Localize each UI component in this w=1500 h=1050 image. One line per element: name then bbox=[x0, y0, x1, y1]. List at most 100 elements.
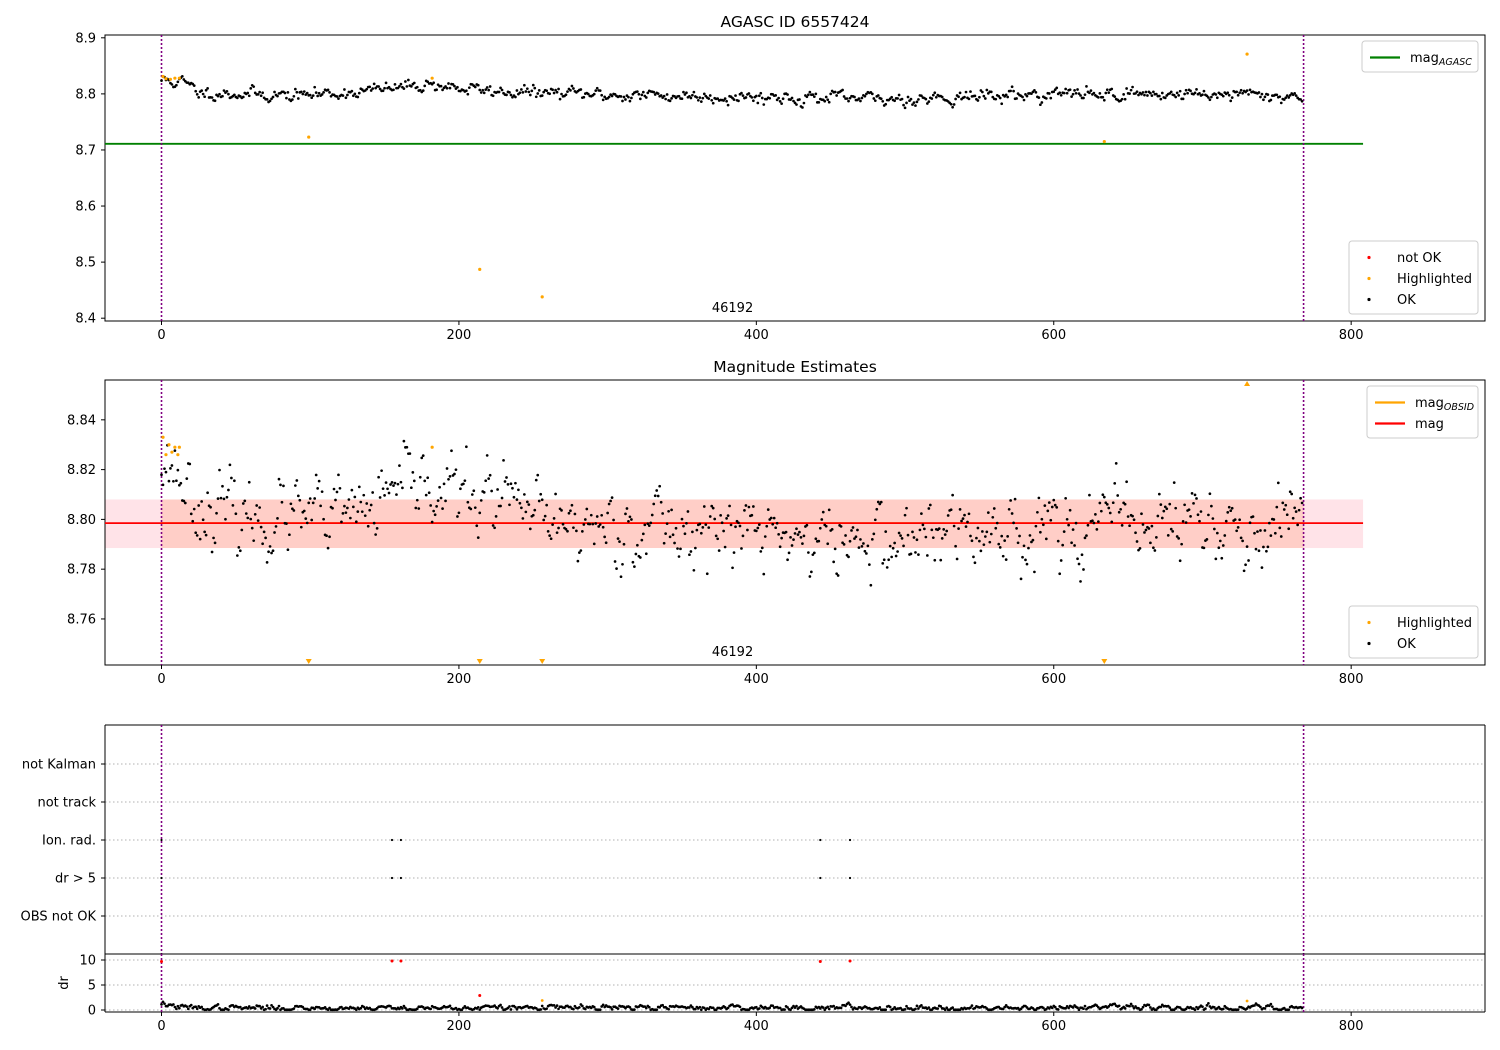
ok-point bbox=[368, 85, 372, 89]
ok-point bbox=[934, 95, 938, 99]
y-tick-label: 5 bbox=[88, 979, 96, 994]
ok-point bbox=[723, 97, 727, 100]
ok-point bbox=[936, 1007, 940, 1010]
ok-point bbox=[1207, 1002, 1210, 1005]
ok-point bbox=[960, 519, 963, 523]
ok-point bbox=[1285, 513, 1289, 517]
ok-point bbox=[575, 529, 578, 533]
ok-point bbox=[1168, 502, 1172, 506]
ok-point bbox=[1259, 95, 1262, 99]
ok-point bbox=[276, 517, 279, 520]
ok-point bbox=[689, 550, 693, 553]
ok-point bbox=[722, 529, 725, 533]
ok-point bbox=[652, 502, 656, 506]
ok-point bbox=[1175, 91, 1179, 95]
ok-point bbox=[862, 542, 865, 545]
ok-point bbox=[942, 528, 946, 531]
ok-point bbox=[757, 523, 761, 526]
ok-point bbox=[914, 1007, 917, 1011]
ok-point bbox=[884, 102, 888, 106]
ok-point bbox=[640, 93, 644, 97]
ok-point bbox=[795, 527, 798, 531]
ok-point bbox=[1040, 101, 1044, 104]
ok-point bbox=[537, 89, 541, 92]
ok-point bbox=[798, 98, 801, 101]
ok-point bbox=[228, 463, 232, 467]
ok-point bbox=[570, 84, 574, 88]
ok-point bbox=[847, 555, 850, 559]
ok-point bbox=[856, 528, 859, 532]
ok-point bbox=[558, 97, 562, 101]
ok-point bbox=[313, 497, 317, 500]
ok-point bbox=[821, 1006, 825, 1010]
ok-point bbox=[256, 519, 260, 522]
ok-point bbox=[844, 534, 847, 537]
ok-point bbox=[1119, 507, 1123, 511]
ok-point bbox=[441, 88, 444, 92]
ok-point bbox=[530, 89, 534, 93]
ok-point bbox=[209, 505, 212, 509]
ok-point bbox=[613, 560, 617, 563]
ok-point bbox=[1049, 96, 1053, 100]
ok-point bbox=[374, 533, 377, 536]
x-tick-label: 200 bbox=[447, 328, 472, 343]
ok-point bbox=[1058, 572, 1062, 576]
ok-point bbox=[1064, 496, 1067, 500]
ok-point bbox=[664, 532, 667, 535]
ok-point bbox=[302, 509, 306, 513]
ok-point bbox=[1229, 509, 1233, 513]
ok-point bbox=[566, 90, 569, 93]
ok-point bbox=[264, 1007, 267, 1011]
ok-point bbox=[844, 1004, 847, 1008]
ok-point bbox=[1053, 1005, 1057, 1009]
ok-point bbox=[949, 508, 953, 512]
ok-point bbox=[1123, 502, 1127, 506]
ok-point bbox=[1210, 504, 1213, 508]
ok-point bbox=[383, 86, 386, 90]
ok-point bbox=[954, 544, 957, 548]
ok-point bbox=[308, 93, 312, 97]
ok-point bbox=[289, 502, 293, 506]
ok-point bbox=[1293, 91, 1297, 95]
ok-point bbox=[341, 511, 345, 515]
ok-point bbox=[728, 504, 731, 508]
ok-point bbox=[905, 506, 908, 510]
ok-point bbox=[643, 523, 647, 527]
ok-point bbox=[402, 87, 406, 91]
ok-point bbox=[1279, 101, 1283, 105]
ok-point bbox=[1193, 493, 1197, 497]
ok-point bbox=[490, 489, 493, 493]
ok-point bbox=[200, 500, 204, 503]
ok-point bbox=[459, 487, 462, 491]
ok-point bbox=[396, 482, 400, 486]
ok-point bbox=[1253, 531, 1256, 535]
ok-point bbox=[769, 516, 773, 520]
ok-point bbox=[982, 543, 986, 547]
ok-point bbox=[814, 92, 818, 96]
ok-point bbox=[897, 531, 901, 535]
ok-point bbox=[771, 522, 775, 526]
ok-point bbox=[369, 89, 373, 92]
ok-point bbox=[249, 87, 253, 90]
ok-point bbox=[1276, 481, 1280, 485]
ok-point bbox=[872, 97, 876, 100]
ok-point bbox=[499, 1003, 502, 1007]
ok-point bbox=[702, 505, 706, 508]
ok-point bbox=[331, 506, 334, 510]
ok-point bbox=[756, 101, 760, 105]
ok-point bbox=[302, 90, 306, 93]
ok-point bbox=[201, 92, 205, 96]
ok-point bbox=[375, 526, 379, 530]
ok-point bbox=[905, 101, 908, 105]
ok-point bbox=[454, 468, 458, 472]
ok-point bbox=[1052, 90, 1056, 94]
ok-point bbox=[1004, 93, 1008, 97]
ok-point bbox=[1269, 534, 1273, 538]
ok-point bbox=[1099, 509, 1103, 513]
ok-point bbox=[362, 1005, 366, 1009]
ok-point bbox=[527, 503, 531, 506]
ok-point bbox=[1120, 97, 1124, 101]
ok-point bbox=[534, 478, 538, 482]
ok-point bbox=[991, 95, 995, 99]
ok-point bbox=[625, 507, 629, 510]
